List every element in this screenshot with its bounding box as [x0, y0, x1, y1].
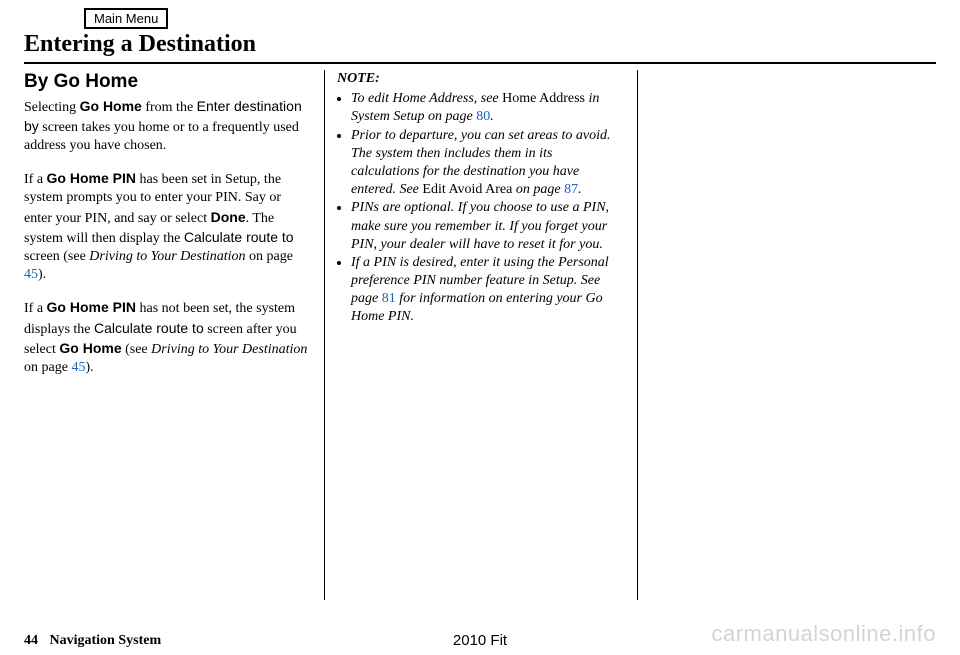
column-3: [637, 70, 936, 600]
cross-reference: Driving to Your Destination: [151, 342, 307, 357]
note-label: NOTE:: [337, 71, 380, 86]
main-menu-button[interactable]: Main Menu: [84, 8, 168, 29]
list-item: To edit Home Address, see Home Address i…: [351, 90, 623, 126]
page-number: 44: [24, 633, 38, 648]
column-2: NOTE: To edit Home Address, see Home Add…: [324, 70, 623, 600]
footer-model: 2010 Fit: [453, 632, 507, 649]
go-home-label: Go Home: [59, 340, 121, 356]
page-link-80[interactable]: 80: [476, 109, 490, 124]
calculate-route-to-label: Calculate route to: [94, 320, 204, 336]
list-item: Prior to departure, you can set areas to…: [351, 127, 623, 200]
manual-page: Main Menu Entering a Destination By Go H…: [0, 0, 960, 655]
page-link-81[interactable]: 81: [382, 291, 396, 306]
column-1: By Go Home Selecting Go Home from the En…: [24, 70, 310, 600]
calculate-route-to-label: Calculate route to: [184, 229, 294, 245]
paragraph: If a Go Home PIN has not been set, the s…: [24, 298, 310, 377]
note-list: To edit Home Address, see Home Address i…: [337, 90, 623, 326]
page-footer: 44 Navigation System 2010 Fit carmanuals…: [24, 633, 936, 649]
list-item: PINs are optional. If you choose to use …: [351, 199, 623, 254]
watermark: carmanualsonline.info: [711, 621, 936, 647]
title-rule: [24, 62, 936, 64]
paragraph: If a Go Home PIN has been set in Setup, …: [24, 169, 310, 284]
page-link-45[interactable]: 45: [24, 267, 38, 282]
section-title: Entering a Destination: [24, 31, 936, 58]
done-button-label: Done: [211, 209, 246, 225]
content-columns: By Go Home Selecting Go Home from the En…: [24, 70, 936, 600]
go-home-pin-label: Go Home PIN: [47, 170, 136, 186]
page-link-45[interactable]: 45: [71, 360, 85, 375]
go-home-pin-label: Go Home PIN: [47, 299, 136, 315]
page-link-87[interactable]: 87: [564, 182, 578, 197]
go-home-label: Go Home: [80, 98, 142, 114]
subheading-by-go-home: By Go Home: [24, 70, 310, 95]
paragraph: Selecting Go Home from the Enter destina…: [24, 97, 310, 156]
list-item: If a PIN is desired, enter it using the …: [351, 254, 623, 327]
cross-reference: Driving to Your Destination: [89, 249, 245, 264]
footer-section-name: Navigation System: [50, 633, 162, 648]
